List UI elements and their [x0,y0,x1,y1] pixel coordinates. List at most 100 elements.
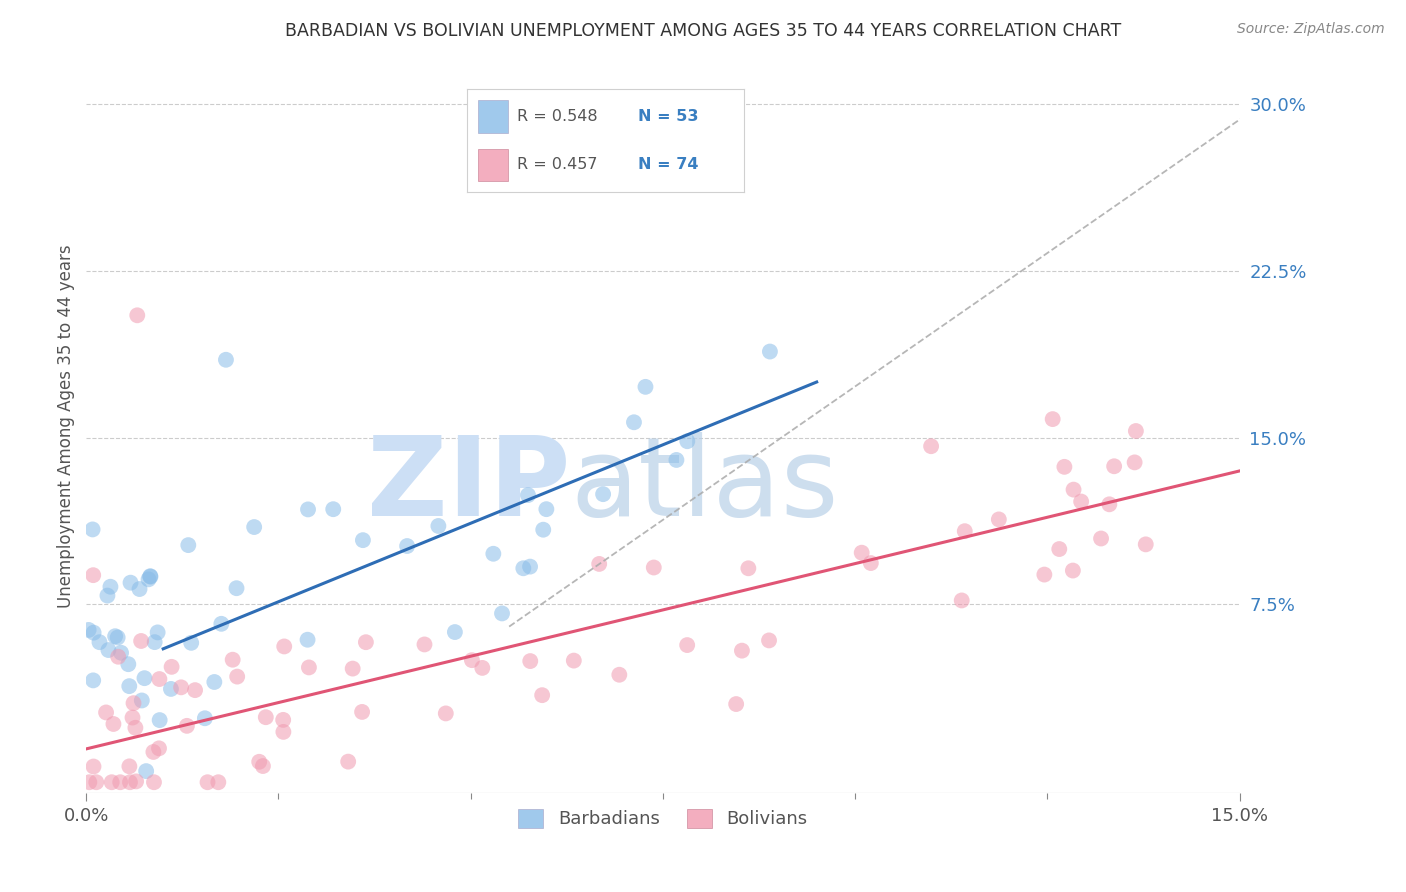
Point [247,755,270,769]
Point [82,568,104,582]
Point [83,625,105,640]
Point [512,561,534,575]
Point [125,774,148,789]
Point [665,453,688,467]
Point [252,759,274,773]
Point [352,533,374,548]
Point [122,696,145,710]
Point [623,415,645,429]
Point [271,713,294,727]
Point [987,512,1010,526]
Point [413,637,436,651]
Point [148,672,170,686]
Point [107,631,129,645]
Point [176,719,198,733]
Point [1070,494,1092,508]
Point [1135,537,1157,551]
Point [1033,567,1056,582]
Point [297,502,319,516]
Point [177,538,200,552]
Point [634,380,657,394]
Point [124,721,146,735]
Point [89,635,111,649]
Point [129,634,152,648]
Point [215,352,238,367]
Point [1062,564,1084,578]
Point [531,523,554,537]
Point [859,556,882,570]
Point [725,697,748,711]
Point [194,711,217,725]
Point [107,649,129,664]
Point [142,745,165,759]
Point [759,344,782,359]
Point [531,688,554,702]
Point [342,662,364,676]
Point [519,654,541,668]
Point [84,775,107,789]
Point [197,775,219,789]
Point [103,717,125,731]
Point [110,646,132,660]
Point [676,638,699,652]
Text: atlas: atlas [571,432,839,539]
Point [160,660,183,674]
Point [79,775,101,789]
Point [148,741,170,756]
Point [337,755,360,769]
Point [592,487,614,501]
Point [298,660,321,674]
Point [1042,412,1064,426]
Point [82,523,104,537]
Point [322,502,344,516]
Point [1063,483,1085,497]
Point [83,759,105,773]
Text: BARBADIAN VS BOLIVIAN UNEMPLOYMENT AMONG AGES 35 TO 44 YEARS CORRELATION CHART: BARBADIAN VS BOLIVIAN UNEMPLOYMENT AMONG… [285,22,1121,40]
Point [139,569,162,583]
Y-axis label: Unemployment Among Ages 35 to 44 years: Unemployment Among Ages 35 to 44 years [58,244,75,608]
Point [1090,532,1112,546]
Legend: Barbadians, Bolivians: Barbadians, Bolivians [510,802,815,836]
Point [519,559,541,574]
Point [352,705,374,719]
Point [737,561,759,575]
Point [588,557,610,571]
Point [354,635,377,649]
Point [851,546,873,560]
Point [243,520,266,534]
Point [225,581,247,595]
Point [221,653,243,667]
Point [110,775,132,789]
Point [143,635,166,649]
Point [517,488,540,502]
Point [100,775,122,789]
Point [170,681,193,695]
Point [758,633,780,648]
Point [562,654,585,668]
Point [135,764,157,778]
Point [149,713,172,727]
Point [118,759,141,773]
Point [118,679,141,693]
Point [184,683,207,698]
Point [120,575,142,590]
Point [607,667,630,681]
Point [482,547,505,561]
Point [104,629,127,643]
Point [180,636,202,650]
Point [128,582,150,596]
Point [273,640,295,654]
Text: Source: ZipAtlas.com: Source: ZipAtlas.com [1237,22,1385,37]
Point [127,308,149,322]
Point [461,653,484,667]
Point [160,681,183,696]
Point [1098,497,1121,511]
Point [254,710,277,724]
Point [953,524,976,538]
Point [427,519,450,533]
Point [471,661,494,675]
Point [1047,542,1070,557]
Point [96,589,118,603]
Point [920,439,942,453]
Point [491,607,513,621]
